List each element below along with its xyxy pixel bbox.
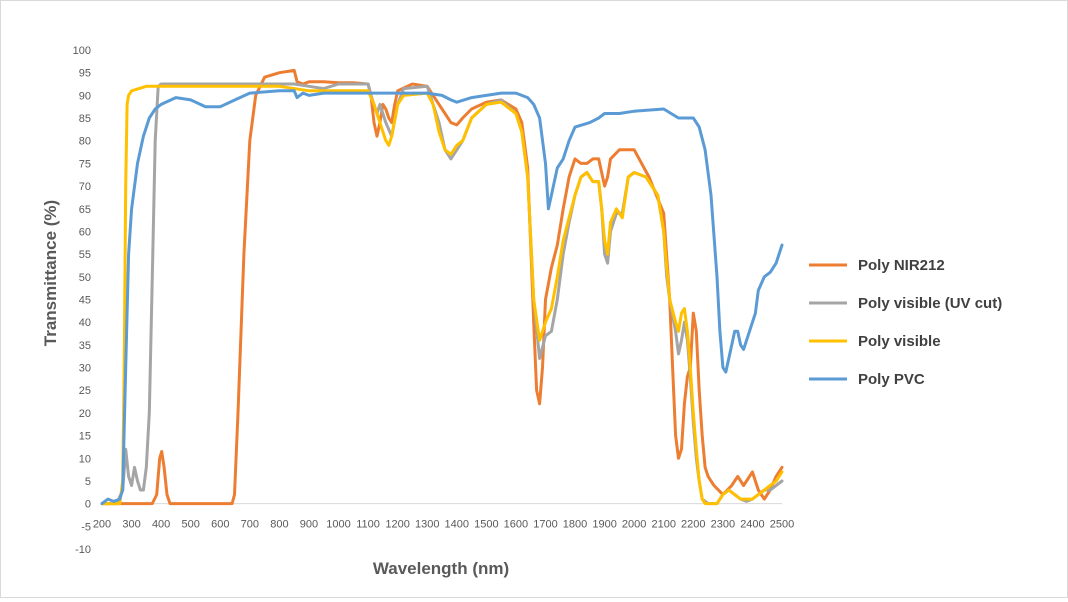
y-tick-label: 25 — [79, 385, 91, 397]
y-tick-label: -5 — [81, 521, 91, 533]
x-tick-label: 900 — [300, 519, 318, 531]
x-tick-label: 1300 — [415, 519, 439, 531]
y-tick-label: 100 — [73, 45, 91, 57]
y-tick-label: 0 — [85, 499, 91, 511]
y-tick-label: 30 — [79, 363, 91, 375]
y-tick-label: 5 — [85, 476, 91, 488]
y-tick-label: 15 — [79, 431, 91, 443]
y-tick-label: 35 — [79, 340, 91, 352]
x-tick-label: 1500 — [474, 519, 498, 531]
x-tick-label: 500 — [182, 519, 200, 531]
y-tick-label: 10 — [79, 453, 91, 465]
y-tick-label: 95 — [79, 68, 91, 80]
x-tick-label: 300 — [122, 519, 140, 531]
series-line-poly-visible-uv-cut — [100, 82, 784, 506]
y-tick-label: 55 — [79, 249, 91, 261]
y-tick-label: 90 — [79, 90, 91, 102]
x-tick-label: 2300 — [711, 519, 735, 531]
y-tick-label: 50 — [79, 272, 91, 284]
x-tick-label: 1200 — [385, 519, 409, 531]
y-tick-label: 75 — [79, 158, 91, 170]
x-tick-label: 1400 — [445, 519, 469, 531]
x-tick-label: 1000 — [326, 519, 350, 531]
x-tick-label: 700 — [241, 519, 259, 531]
y-tick-label: 20 — [79, 408, 91, 420]
y-tick-label: 85 — [79, 113, 91, 125]
series-layer — [100, 68, 784, 506]
legend: Poly NIR212 Poly visible (UV cut) Poly vis… — [809, 257, 1002, 388]
x-tick-label: 2200 — [681, 519, 705, 531]
y-tick-label: 60 — [79, 226, 91, 238]
x-axis-ticks: 200 300 400 500 600 700 800 900 1000 1100 1200 1300… — [93, 519, 794, 531]
y-tick-label: 65 — [79, 204, 91, 216]
x-tick-label: 1700 — [533, 519, 557, 531]
legend-label: Poly visible (UV cut) — [858, 295, 1002, 312]
x-tick-label: 600 — [211, 519, 229, 531]
x-tick-label: 1100 — [356, 519, 380, 531]
y-tick-label: 80 — [79, 136, 91, 148]
x-tick-label: 200 — [93, 519, 111, 531]
x-tick-label: 2500 — [770, 519, 794, 531]
y-tick-label: 45 — [79, 295, 91, 307]
legend-label: Poly visible — [858, 333, 941, 350]
x-tick-label: 800 — [270, 519, 288, 531]
x-tick-label: 1900 — [592, 519, 616, 531]
x-tick-label: 2100 — [651, 519, 675, 531]
y-tick-label: -10 — [75, 544, 91, 556]
series-line-poly-visible — [100, 84, 784, 506]
legend-label: Poly PVC — [858, 371, 925, 388]
x-tick-label: 2000 — [622, 519, 646, 531]
x-tick-label: 2400 — [740, 519, 764, 531]
y-axis-ticks: -10 -5 0 5 10 15 20 25 30 35 40 45 50 55 60 65 70 75 80 85 9… — [73, 45, 91, 556]
x-tick-label: 1600 — [504, 519, 528, 531]
x-axis-title: Wavelength (nm) — [373, 559, 509, 578]
x-tick-label: 400 — [152, 519, 170, 531]
legend-label: Poly NIR212 — [858, 257, 945, 274]
y-tick-label: 40 — [79, 317, 91, 329]
series-line-poly-pvc — [100, 89, 784, 506]
y-axis-title: Transmittance (%) — [41, 200, 60, 346]
y-tick-label: 70 — [79, 181, 91, 193]
x-tick-label: 1800 — [563, 519, 587, 531]
